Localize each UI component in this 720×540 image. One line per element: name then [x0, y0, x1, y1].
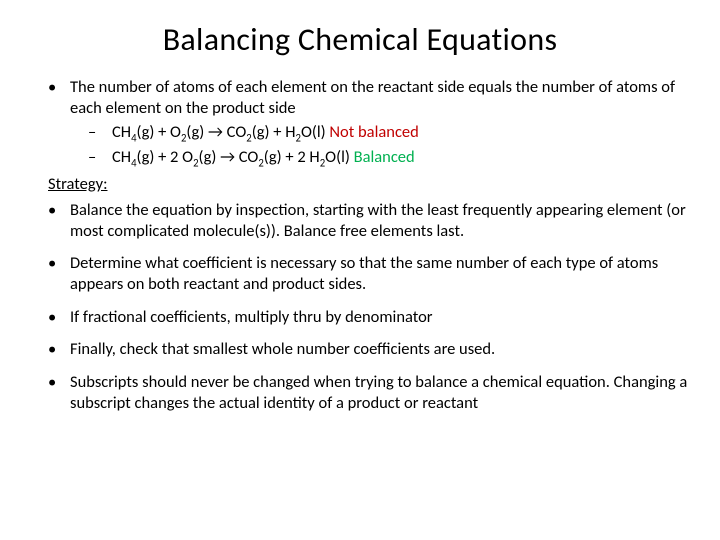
strategy-heading: Strategy: — [30, 174, 690, 195]
status-balanced: Balanced — [354, 147, 415, 167]
eq-part: CH — [112, 122, 131, 142]
equation-balanced: – CH4(g) + 2 O2(g) → CO2(g) + 2 H2O(l) B… — [30, 147, 690, 168]
eq-part: (g) → CO — [186, 122, 246, 142]
strategy-step: • If fractional coefficients, multiply t… — [30, 307, 690, 328]
step-text: Finally, check that smallest whole numbe… — [70, 339, 690, 360]
dash-marker: – — [88, 122, 112, 143]
slide-title: Balancing Chemical Equations — [30, 20, 690, 59]
bullet-marker: • — [48, 372, 70, 413]
eq-part: (g) + H — [252, 122, 296, 142]
status-not-balanced: Not balanced — [329, 122, 418, 142]
step-text: Subscripts should never be changed when … — [70, 372, 690, 413]
eq-part: (g) + O — [137, 122, 181, 142]
eq-part: O(l) — [301, 122, 329, 142]
step-text: If fractional coefficients, multiply thr… — [70, 307, 690, 328]
equation-unbalanced: – CH4(g) + O2(g) → CO2(g) + H2O(l) Not b… — [30, 122, 690, 143]
slide-content: • The number of atoms of each element on… — [30, 77, 690, 413]
bullet-marker: • — [48, 307, 70, 328]
strategy-step: • Determine what coefficient is necessar… — [30, 253, 690, 294]
intro-text: The number of atoms of each element on t… — [70, 77, 690, 118]
eq-part: (g) + 2 H — [264, 147, 320, 167]
bullet-marker: • — [48, 253, 70, 294]
equation-2-text: CH4(g) + 2 O2(g) → CO2(g) + 2 H2O(l) Bal… — [112, 147, 690, 168]
bullet-marker: • — [48, 77, 70, 118]
eq-part: CH — [112, 147, 131, 167]
bullet-marker: • — [48, 200, 70, 241]
strategy-step: • Balance the equation by inspection, st… — [30, 200, 690, 241]
eq-part: (g) + 2 O — [137, 147, 194, 167]
eq-part: (g) → CO — [199, 147, 259, 167]
strategy-step: • Subscripts should never be changed whe… — [30, 372, 690, 413]
bullet-marker: • — [48, 339, 70, 360]
step-text: Determine what coefficient is necessary … — [70, 253, 690, 294]
intro-bullet: • The number of atoms of each element on… — [30, 77, 690, 118]
eq-part: O(l) — [325, 147, 353, 167]
strategy-step: • Finally, check that smallest whole num… — [30, 339, 690, 360]
dash-marker: – — [88, 147, 112, 168]
equation-1-text: CH4(g) + O2(g) → CO2(g) + H2O(l) Not bal… — [112, 122, 690, 143]
step-text: Balance the equation by inspection, star… — [70, 200, 690, 241]
